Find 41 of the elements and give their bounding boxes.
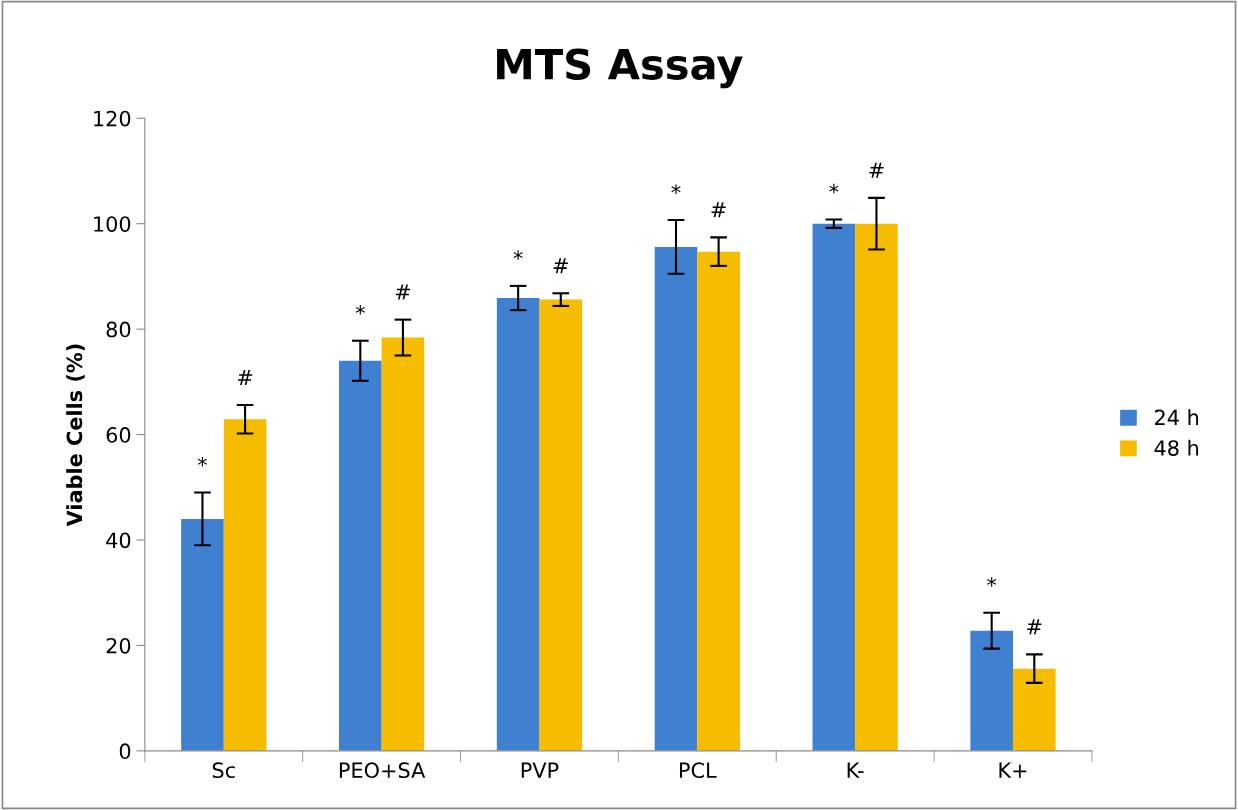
x-tick-label: Sc [212,762,235,779]
data-label: # [395,284,411,300]
data-label: * [197,456,208,467]
data-label: * [355,305,365,315]
bar [339,360,382,751]
bar [496,298,540,751]
bar [654,246,698,751]
y-tick-label: 40 [106,532,131,549]
y-tick-label: 80 [106,321,131,338]
bar [1012,668,1056,751]
y-tick-label: 120 [94,110,131,127]
x-tick-label: K+ [999,762,1027,778]
legend-label: 24 h [1155,409,1199,426]
y-tick-label: 100 [94,216,131,232]
y-tick-label: 0 [119,743,131,760]
data-label: * [829,183,839,194]
data-label: * [671,184,681,194]
bar [181,518,224,751]
legend-label: 48 h [1154,439,1199,456]
data-label: # [1027,619,1042,635]
data-label: # [237,369,253,385]
bar [855,223,898,751]
bar [970,630,1013,751]
data-label: # [553,258,568,274]
y-axis-title: Viable Cells (%) [66,344,85,527]
x-tick-label: PVP [521,762,559,778]
bar [223,419,267,751]
x-tick-label: PCL [679,762,717,779]
y-tick-label: 60 [106,427,131,443]
bar [539,299,583,751]
data-label: * [513,250,523,260]
bar [381,337,425,751]
chart-title: MTS Assay [497,48,743,89]
bar [812,223,856,751]
data-label: # [869,162,884,178]
bar [697,251,740,751]
data-label: * [987,577,997,587]
y-tick-label: 20 [106,637,131,654]
x-tick-label: PEO+SA [339,762,426,779]
x-tick-label: K- [847,762,864,778]
data-label: # [711,202,726,218]
